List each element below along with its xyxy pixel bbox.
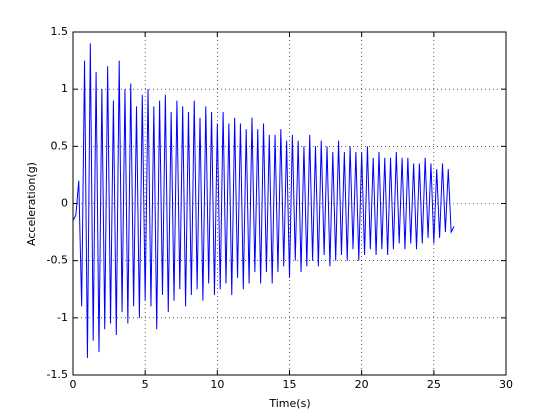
x-tick-label: 30 — [499, 378, 513, 391]
x-tick-label: 25 — [427, 378, 441, 391]
x-tick-label: 0 — [70, 378, 77, 391]
y-tick-label: -1.5 — [47, 368, 68, 381]
y-tick-label: -0.5 — [47, 254, 68, 267]
y-tick-label: -1 — [57, 311, 68, 324]
y-tick-label: 0.5 — [51, 139, 69, 152]
x-tick-label: 20 — [355, 378, 369, 391]
x-axis-label: Time(s) — [268, 397, 310, 410]
plot-frame — [72, 31, 507, 376]
x-tick-label: 5 — [142, 378, 149, 391]
y-tick-label: 1 — [61, 82, 68, 95]
data-line — [72, 43, 455, 358]
y-tick-label: 0 — [61, 197, 68, 210]
x-tick-label: 15 — [283, 378, 297, 391]
y-axis-label: Acceleration(g) — [25, 162, 38, 246]
y-tick-label: 1.5 — [51, 25, 69, 38]
x-tick-label: 10 — [210, 378, 224, 391]
